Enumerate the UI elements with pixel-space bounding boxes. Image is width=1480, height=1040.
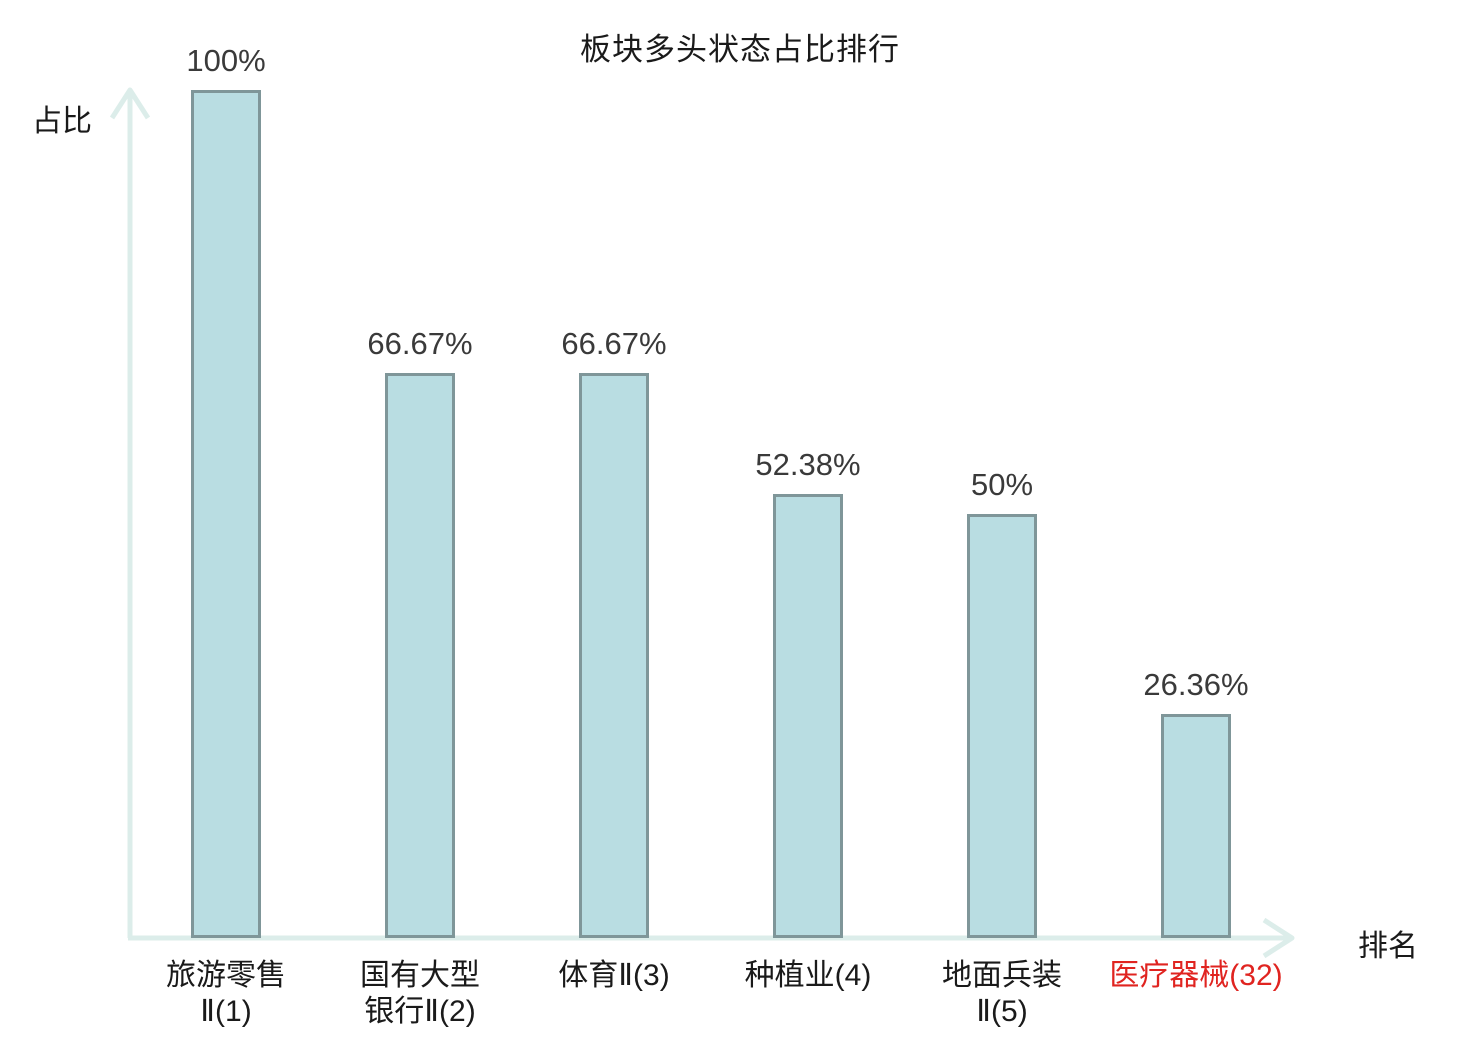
bar bbox=[191, 90, 261, 938]
bar bbox=[385, 373, 455, 938]
y-axis-arrow-icon bbox=[109, 87, 151, 120]
bar bbox=[579, 373, 649, 938]
y-axis-label: 占比 bbox=[32, 105, 92, 138]
chart-title: 板块多头状态占比排行 bbox=[580, 32, 900, 67]
bar-value-label: 66.67% bbox=[561, 326, 667, 361]
bar-value-label: 100% bbox=[186, 43, 266, 78]
category-label: 体育Ⅱ(3) bbox=[558, 959, 670, 992]
x-axis-label: 排名 bbox=[1358, 930, 1418, 963]
bar-value-label: 50% bbox=[970, 467, 1034, 502]
bar-value-label: 52.38% bbox=[755, 447, 861, 482]
bar-value-label: 26.36% bbox=[1143, 667, 1249, 702]
x-axis-arrow-icon bbox=[1262, 917, 1295, 959]
category-label: 国有大型 银行Ⅱ(2) bbox=[360, 959, 480, 1028]
category-label: 旅游零售 Ⅱ(1) bbox=[166, 959, 286, 1028]
bar bbox=[773, 494, 843, 938]
bar-value-label: 66.67% bbox=[367, 326, 473, 361]
bar bbox=[967, 514, 1037, 938]
category-label: 地面兵装 Ⅱ(5) bbox=[942, 959, 1062, 1028]
category-label: 种植业(4) bbox=[744, 959, 872, 992]
bar bbox=[1161, 714, 1231, 938]
category-label: 医疗器械(32) bbox=[1109, 959, 1283, 992]
